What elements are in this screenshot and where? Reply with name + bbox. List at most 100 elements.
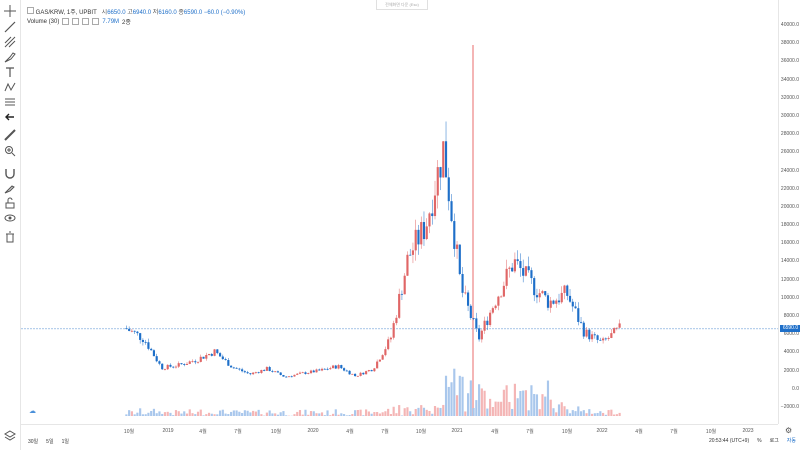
log-toggle[interactable]: 로그 [770,437,779,444]
candle-body [404,276,406,295]
volume-bar [555,412,557,416]
volume-bar [183,411,185,416]
volume-bar [552,408,554,416]
auto-toggle[interactable]: 자동 [787,437,796,444]
text-icon[interactable] [3,65,17,79]
arrow-left-icon[interactable] [3,110,17,124]
candle-body [197,362,199,363]
volume-bar [417,408,419,416]
volume-bar [247,411,249,416]
candle-body [495,306,497,308]
candle-body [489,313,491,325]
volume-bar [585,413,587,416]
candle-body [194,361,196,362]
volume-bar [456,395,458,416]
cloud-icon[interactable]: ☁ [29,407,36,415]
volume-bar [302,415,304,416]
candle-body [544,291,546,295]
candle-body [271,371,273,372]
ruler-icon[interactable] [3,128,17,142]
candle-body [585,330,587,337]
candle-body [208,354,210,355]
unlock-icon[interactable] [3,196,17,210]
candle-body [258,372,260,373]
volume-bar [484,391,486,416]
candle-body [415,230,417,251]
candle-body [588,330,590,340]
measure-icon[interactable] [3,95,17,109]
volume-bar [172,415,174,416]
range-1d[interactable]: 1일 [62,438,69,445]
price-tick-label: 8000.0 [784,313,799,319]
price-tick-label: 14000.0 [781,258,799,264]
volume-bar [150,411,152,416]
magnet-icon[interactable] [3,166,17,180]
candle-body [128,329,130,331]
volume-bar [354,410,356,416]
volume-bar [563,406,565,416]
candle-body [467,293,469,306]
trash-icon[interactable] [3,230,17,244]
layers-icon[interactable] [3,429,17,443]
volume-bar [318,413,320,416]
volume-bar [153,409,155,416]
volume-bar [420,405,422,416]
volume-bar [136,413,138,416]
price-tick-label: 36000.0 [781,58,799,64]
candle-body [280,372,282,375]
candle-body [547,295,549,308]
candle-body [528,266,530,270]
trendline-icon[interactable] [3,20,17,34]
volume-bar [486,409,488,416]
chart-area[interactable] [21,0,778,424]
volume-bar [313,411,315,416]
candle-body [169,365,171,367]
zoom-in-icon[interactable] [3,144,17,158]
volume-bar [423,408,425,416]
crosshair-icon[interactable] [3,4,17,18]
price-tick-label: 32000.0 [781,95,799,101]
candle-body [150,349,152,350]
volume-bar [442,405,444,416]
range-5d[interactable]: 5일 [46,438,53,445]
volume-bar [260,414,262,416]
time-tick-label: 2021 [451,428,462,434]
candle-body [233,367,235,368]
volume-bar [404,408,406,416]
candle-body [172,367,174,368]
candle-body [134,331,136,332]
volume-bar [517,398,519,416]
pattern-icon[interactable] [3,80,17,94]
volume-bar [277,415,279,416]
volume-bar [145,414,147,416]
brush-icon[interactable] [3,50,17,64]
volume-bar [238,412,240,416]
gear-icon[interactable]: ⚙ [785,426,792,435]
volume-bar [409,411,411,416]
price-tick-label: 4000.0 [784,349,799,355]
percent-toggle[interactable]: % [757,438,761,444]
candle-body [153,350,155,356]
time-tick-label: 10월 [706,428,716,435]
volume-bar [616,414,618,416]
candle-body [213,349,215,355]
candle-body [340,365,342,368]
range-30d[interactable]: 30일 [28,438,38,445]
candle-body [395,318,397,323]
candle-body [423,222,425,239]
pitchfork-icon[interactable] [3,35,17,49]
candle-body [285,377,287,378]
candle-body [409,255,411,256]
clock[interactable]: 20:53:44 (UTC+9) [709,438,749,444]
volume-bar [497,402,499,416]
candle-body [406,255,408,276]
candlestick-chart[interactable] [21,0,778,424]
volume-bar [376,412,378,416]
lock-draw-icon[interactable] [3,181,17,195]
candle-body [450,201,452,221]
candle-body [299,373,301,374]
candle-body [158,361,160,364]
eye-icon[interactable] [3,211,17,225]
